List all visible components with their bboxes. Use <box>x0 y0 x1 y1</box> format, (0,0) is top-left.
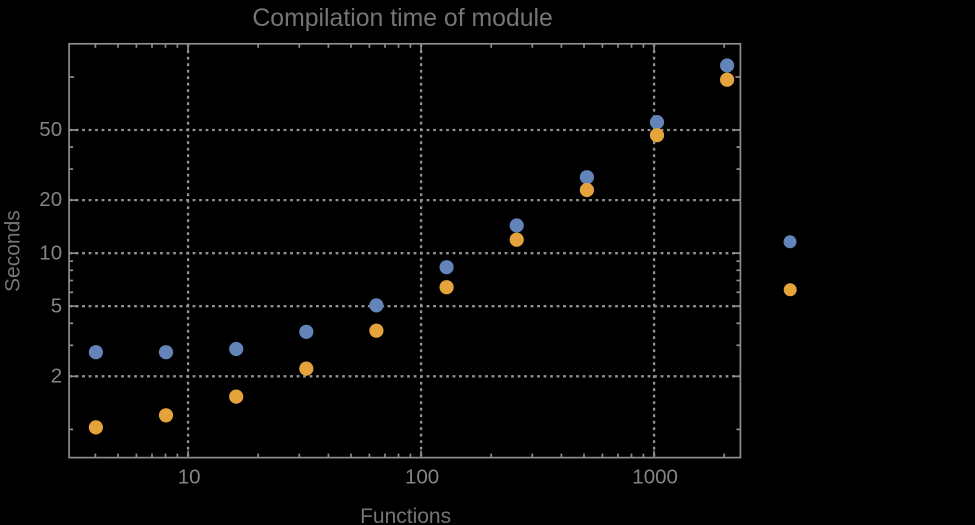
svg-text:10: 10 <box>39 241 62 264</box>
svg-text:50: 50 <box>39 118 62 141</box>
svg-text:100: 100 <box>405 466 439 489</box>
svg-text:5: 5 <box>51 294 62 317</box>
svg-text:Functions: Functions <box>360 505 451 525</box>
svg-text:20: 20 <box>39 188 62 211</box>
svg-text:2: 2 <box>51 364 62 387</box>
svg-text:Compilation time of module: Compilation time of module <box>252 5 552 32</box>
svg-text:10: 10 <box>178 466 201 489</box>
svg-text:Seconds: Seconds <box>1 210 24 292</box>
svg-text:1000: 1000 <box>632 466 678 489</box>
